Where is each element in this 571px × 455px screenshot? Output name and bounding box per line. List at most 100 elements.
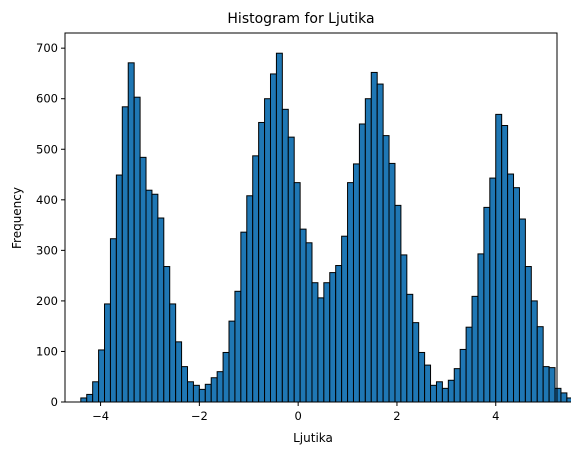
histogram-bar xyxy=(163,266,171,403)
histogram-bar xyxy=(406,293,414,403)
histogram-bar xyxy=(352,163,360,403)
histogram-bar xyxy=(554,387,562,403)
histogram-bar xyxy=(341,235,349,403)
histogram-bar xyxy=(507,173,515,403)
y-tick-label: 700 xyxy=(36,41,58,55)
histogram-bar xyxy=(400,254,408,403)
histogram-bar xyxy=(382,135,390,403)
histogram-bar xyxy=(483,206,491,403)
histogram-bar xyxy=(127,62,135,403)
y-tick-label: 100 xyxy=(36,344,58,358)
histogram-bar xyxy=(311,282,319,403)
histogram-bar xyxy=(187,381,194,403)
y-tick-label: 500 xyxy=(36,142,58,156)
histogram-bar xyxy=(459,348,467,403)
histogram-bar xyxy=(157,217,165,403)
histogram-bar xyxy=(204,383,212,403)
y-tick-label: 300 xyxy=(36,243,58,257)
histogram-bar xyxy=(370,71,378,403)
histogram-bar xyxy=(364,98,372,403)
bars-group xyxy=(80,52,571,403)
x-ticks: −4 −2 0 2 4 xyxy=(92,402,499,423)
histogram-bar xyxy=(92,381,100,403)
histogram-bar xyxy=(394,204,402,403)
histogram-bar xyxy=(104,303,111,403)
histogram-bar xyxy=(477,253,485,403)
histogram-bar xyxy=(216,371,224,403)
x-tick-label: 0 xyxy=(294,409,301,423)
histogram-bar xyxy=(287,136,295,403)
histogram-bar xyxy=(222,351,230,403)
histogram-bar xyxy=(299,228,307,403)
histogram-bar xyxy=(471,295,479,403)
histogram-bar xyxy=(275,52,283,403)
histogram-bar xyxy=(542,366,550,403)
histogram-bar xyxy=(115,174,123,403)
histogram-bar xyxy=(121,106,129,403)
histogram-bar xyxy=(317,297,325,403)
chart-title: Histogram for Ljutika xyxy=(227,11,374,27)
histogram-bar xyxy=(524,266,532,403)
histogram-bar xyxy=(133,96,141,403)
y-tick-label: 0 xyxy=(51,395,58,409)
histogram-bar xyxy=(388,162,396,403)
histogram-bar xyxy=(228,320,236,403)
histogram-bar xyxy=(269,73,277,403)
histogram-bar xyxy=(465,326,473,403)
histogram-bar xyxy=(181,366,189,403)
histogram-bar xyxy=(281,108,289,403)
histogram-bar xyxy=(323,282,331,403)
histogram-bar xyxy=(192,384,200,403)
histogram-bar xyxy=(329,272,337,403)
y-tick-label: 200 xyxy=(36,294,58,308)
histogram-bar xyxy=(210,377,218,403)
histogram-bar xyxy=(252,155,260,403)
histogram-bar xyxy=(453,368,461,403)
histogram-bar xyxy=(418,351,426,403)
histogram-bar xyxy=(234,290,242,403)
y-ticks: 0 100 200 300 400 500 600 700 xyxy=(36,41,65,409)
histogram-bar xyxy=(139,156,147,403)
histogram-bar xyxy=(145,189,153,403)
histogram-bar xyxy=(80,397,88,403)
histogram-bar xyxy=(518,218,526,403)
histogram-bar xyxy=(175,341,183,403)
histogram-bar xyxy=(198,388,206,403)
histogram-bar xyxy=(293,182,301,403)
histogram-bar xyxy=(151,193,159,403)
histogram-bar xyxy=(435,381,443,403)
x-tick-label: 4 xyxy=(492,409,499,423)
x-tick-label: −2 xyxy=(191,409,208,423)
histogram-bar xyxy=(169,303,177,403)
y-tick-label: 400 xyxy=(36,193,58,207)
histogram-bar xyxy=(430,384,437,403)
histogram-bar xyxy=(495,113,503,403)
plot-frame xyxy=(64,32,558,403)
histogram-bar xyxy=(347,182,354,403)
histogram-bar xyxy=(536,326,544,403)
histogram-bar xyxy=(264,98,271,403)
x-tick-label: 2 xyxy=(393,409,400,423)
histogram-bar xyxy=(424,364,432,403)
histogram-bar xyxy=(441,387,449,403)
histogram-bar xyxy=(258,121,266,403)
histogram-bar xyxy=(98,349,106,403)
histogram-bar xyxy=(240,231,248,403)
histogram-bar xyxy=(489,177,497,403)
histogram-bar xyxy=(501,125,509,403)
histogram-bar xyxy=(335,265,343,403)
histogram-bar xyxy=(305,242,313,403)
histogram-bar xyxy=(246,195,254,403)
histogram-bar xyxy=(86,393,94,403)
histogram-bar xyxy=(376,83,384,403)
histogram-bar xyxy=(358,123,366,403)
histogram-bar xyxy=(548,367,556,403)
histogram-bar xyxy=(447,379,455,403)
histogram-bar xyxy=(109,238,117,403)
histogram-bar xyxy=(560,392,568,403)
x-axis-label: Ljutika xyxy=(293,431,333,445)
histogram-bar xyxy=(513,187,520,403)
histogram-bar xyxy=(530,300,538,403)
histogram-bar xyxy=(412,322,420,403)
